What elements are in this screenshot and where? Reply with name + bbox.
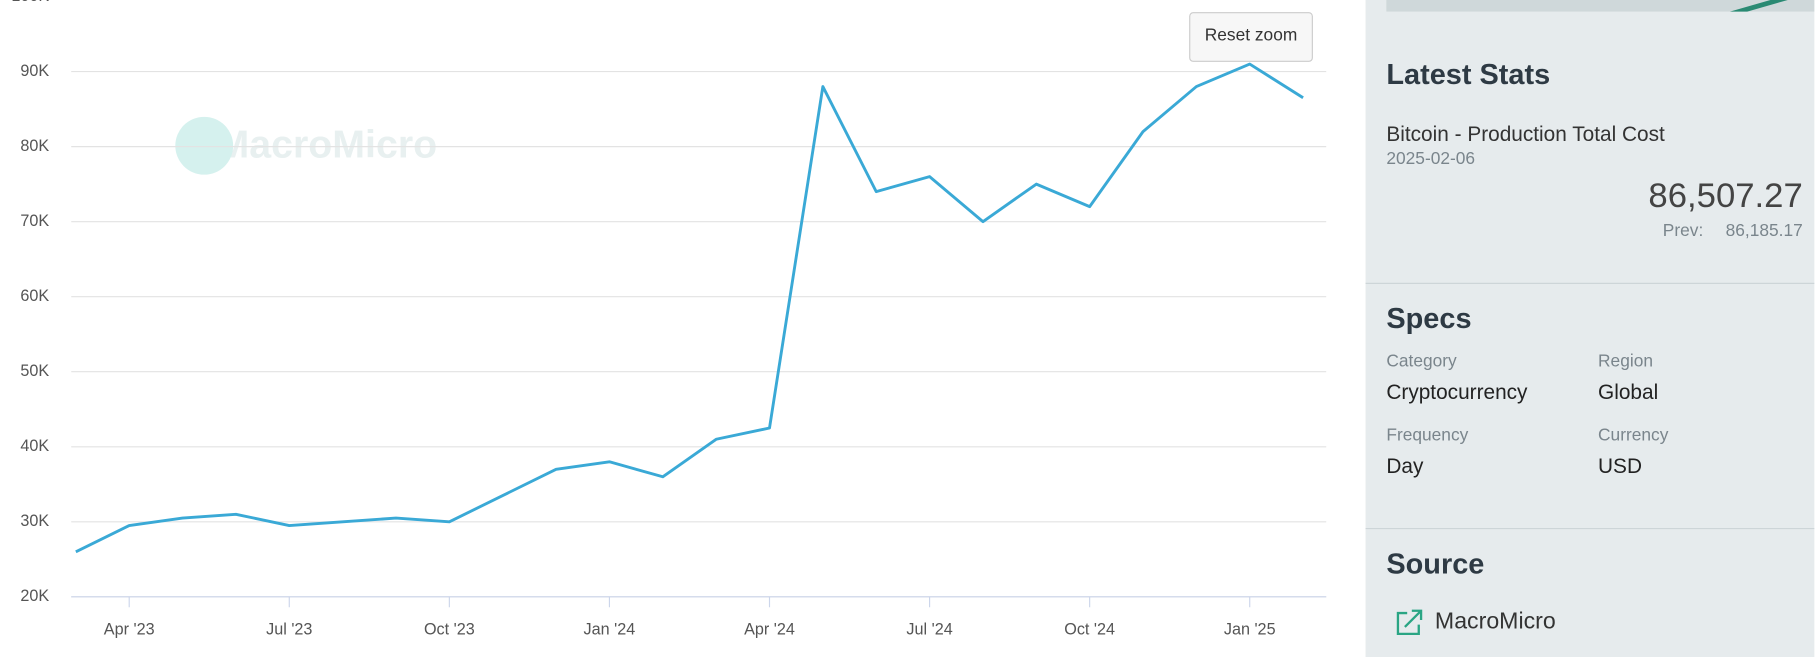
y-tick-label: 70K [20, 212, 49, 230]
spec-label: Region [1598, 351, 1653, 371]
watermark: MacroMicro [217, 122, 438, 166]
y-tick-label: 80K [20, 137, 49, 155]
button-label[interactable]: Reset zoom [1205, 24, 1298, 44]
section-title: Specs [1386, 303, 1471, 335]
spec-label: Category [1386, 351, 1457, 371]
x-tick-label: Oct '23 [424, 621, 475, 639]
spec-value: Global [1598, 381, 1658, 404]
y-tick-label: 30K [20, 512, 49, 530]
spec-label: Currency [1598, 425, 1669, 445]
spec-label: Frequency [1386, 425, 1468, 445]
data-line [75, 62, 1304, 554]
spec-value: Day [1386, 455, 1424, 478]
prev-label: Prev: [1663, 220, 1703, 240]
x-tick-label: Jan '24 [584, 621, 636, 639]
x-tick-label: Jan '25 [1224, 621, 1276, 639]
x-tick-label: Jul '24 [906, 621, 952, 639]
y-tick-label: 50K [20, 362, 49, 380]
prev-value: 86,185.17 [1726, 220, 1803, 240]
spec-value: Cryptocurrency [1386, 381, 1528, 404]
x-tick-label: Apr '24 [744, 621, 795, 639]
series-name: Bitcoin - Production Total Cost [1386, 123, 1665, 146]
latest-date: 2025-02-06 [1386, 148, 1475, 168]
link-icon[interactable] [1396, 609, 1423, 636]
latest-value: 86,507.27 [1648, 177, 1802, 215]
y-tick-label: 40K [20, 437, 49, 455]
x-tick-label: Jul '23 [266, 621, 312, 639]
y-tick-label: 20K [20, 587, 49, 605]
y-tick-label: 100K [11, 0, 49, 5]
spec-value: USD [1598, 455, 1642, 478]
plot: 20K 30K 40K 50K 60K 70K 80K 90K 100K Apr '23 Jul '… [11, 0, 1327, 639]
chart-area [0, 0, 1366, 657]
y-tick-label: 90K [20, 62, 49, 80]
banner-strip [1386, 0, 1815, 12]
y-tick-label: 60K [20, 287, 49, 305]
x-tick-label: Oct '24 [1064, 621, 1115, 639]
source-link[interactable]: MacroMicro [1396, 607, 1556, 636]
watermark-logo [175, 116, 234, 175]
reset-zoom-button[interactable]: Reset zoom [1189, 12, 1313, 62]
sidebar [1365, 0, 1815, 657]
button-box[interactable] [1189, 12, 1313, 62]
x-tick-label: Apr '23 [104, 621, 155, 639]
section-title: Source [1386, 548, 1484, 580]
source-name[interactable]: MacroMicro [1435, 607, 1556, 633]
banner-accent [1729, 0, 1788, 12]
section-title: Latest Stats [1386, 59, 1550, 91]
